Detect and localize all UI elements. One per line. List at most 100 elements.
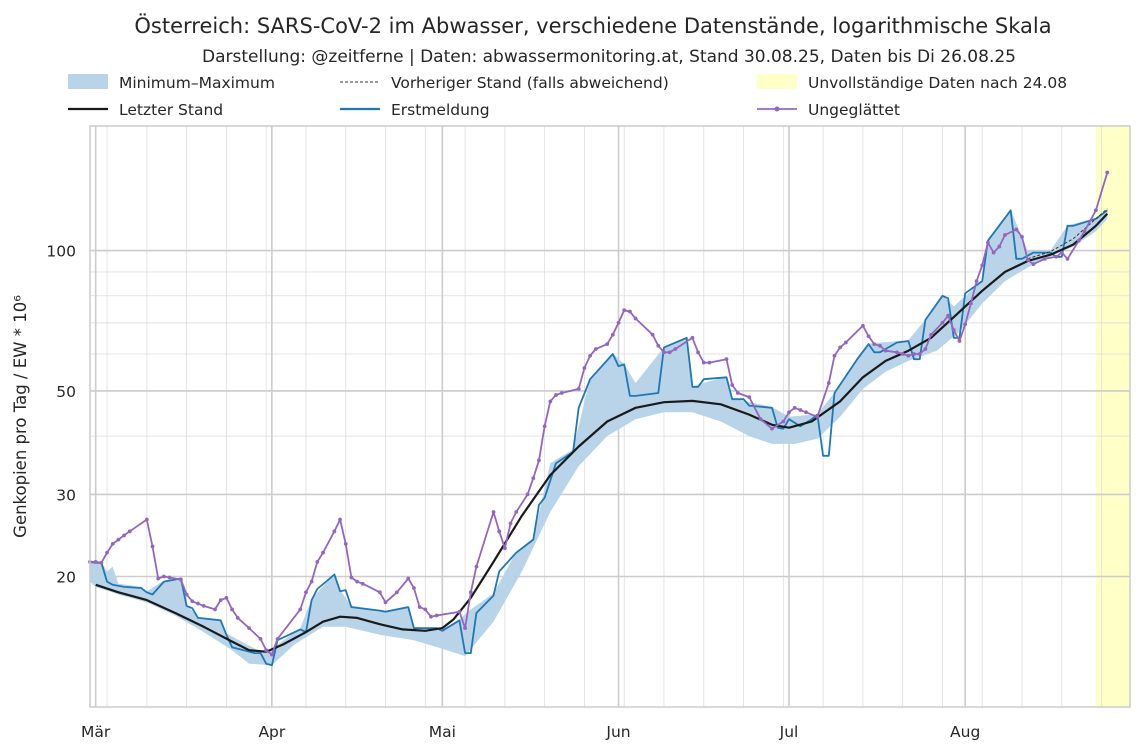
unsmoothed-point (412, 586, 416, 590)
unsmoothed-point (792, 405, 797, 410)
unsmoothed-point (866, 334, 871, 339)
unsmoothed-point (701, 360, 706, 365)
unsmoothed-point (275, 636, 280, 641)
unsmoothed-point (593, 347, 598, 351)
unsmoothed-point (309, 579, 314, 584)
unsmoothed-point (724, 357, 729, 362)
legend-item-first: Erstmeldung (340, 101, 490, 119)
unsmoothed-point (332, 529, 337, 534)
first-report-line (89, 209, 1108, 667)
unsmoothed-point (508, 521, 513, 526)
unsmoothed-point (656, 343, 661, 348)
unsmoothed-point (491, 510, 496, 514)
unsmoothed-point (116, 537, 121, 542)
unsmoothed-point (559, 391, 564, 395)
unsmoothed-point (1105, 170, 1110, 175)
legend-item-minmax: Minimum–Maximum (68, 74, 275, 92)
unsmoothed-point (900, 352, 905, 356)
unsmoothed-point (878, 343, 882, 348)
legend-label-previous: Vorheriger Stand (falls abweichend) (391, 74, 669, 92)
unsmoothed-point (650, 332, 655, 337)
unsmoothed-point (616, 320, 621, 325)
unsmoothed-point (895, 350, 899, 355)
unsmoothed-point (1054, 254, 1059, 259)
y-axis: 20 30 50 100 (46, 243, 76, 587)
unsmoothed-point (940, 320, 945, 325)
unsmoothed-point (156, 576, 161, 581)
plot-frame (89, 125, 1131, 708)
unsmoothed-point (190, 599, 195, 604)
unsmoothed-point (588, 353, 593, 358)
unsmoothed-point (815, 414, 820, 419)
unsmoothed-point (968, 301, 973, 306)
unsmoothed-point (826, 381, 831, 385)
unsmoothed-point (951, 328, 956, 333)
previous-state-line (1027, 208, 1108, 260)
unsmoothed-point (610, 332, 615, 337)
unsmoothed-point (1076, 238, 1081, 243)
legend-label-first: Erstmeldung (391, 101, 490, 119)
x-tick-label: Apr (258, 723, 285, 741)
unsmoothed-point (429, 614, 433, 619)
unsmoothed-point (787, 410, 791, 415)
unsmoothed-point (184, 592, 189, 597)
unsmoothed-point (224, 595, 229, 600)
unsmoothed-point (548, 399, 553, 404)
unsmoothed-point (463, 626, 467, 631)
unsmoothed-point (662, 350, 666, 355)
unsmoothed-point (355, 579, 360, 584)
unsmoothed-point (1020, 234, 1024, 239)
unsmoothed-point (105, 550, 109, 555)
unsmoothed-point (986, 240, 990, 245)
unsmoothed-point (804, 410, 808, 415)
unsmoothed-point (298, 607, 303, 612)
unsmoothed-point (838, 345, 843, 350)
y-tick-label: 30 (56, 486, 76, 504)
unsmoothed-point (1042, 256, 1047, 261)
plot-area (88, 125, 1131, 708)
unsmoothed-point (423, 607, 428, 612)
unsmoothed-point (883, 348, 888, 353)
unsmoothed-point (304, 590, 308, 595)
x-axis: Mär Apr Mai Jun Jul Aug (81, 723, 980, 741)
unsmoothed-point (929, 332, 933, 337)
unsmoothed-point (542, 424, 547, 429)
legend-label-latest: Letzter Stand (119, 101, 223, 119)
legend-label-minmax: Minimum–Maximum (119, 74, 275, 92)
legend-label-incomplete: Unvollständige Daten nach 24.08 (808, 74, 1067, 92)
unsmoothed-point (860, 323, 865, 328)
unsmoothed-point (417, 605, 422, 609)
unsmoothed-point (502, 546, 507, 551)
unsmoothed-point (457, 609, 462, 614)
unsmoothed-point (474, 564, 479, 569)
unsmoothed-point (605, 342, 610, 347)
unsmoothed-point (537, 458, 541, 463)
unsmoothed-point (627, 309, 632, 314)
unsmoothed-point (360, 581, 365, 586)
unsmoothed-point (468, 590, 473, 595)
legend: Minimum–Maximum Vorheriger Stand (falls a… (68, 74, 1067, 119)
unsmoothed-point (781, 419, 786, 424)
unsmoothed-point (338, 517, 342, 522)
unsmoothed-point (264, 648, 269, 653)
legend-item-raw: Ungeglättet (757, 101, 900, 119)
unsmoothed-point (667, 350, 672, 355)
unsmoothed-point (906, 353, 911, 358)
incomplete-data-span (1095, 126, 1130, 707)
unsmoothed-point (912, 352, 916, 356)
unsmoothed-point (770, 426, 774, 431)
unsmoothed-point (798, 408, 803, 412)
unsmoothed-point (110, 541, 115, 546)
unsmoothed-point (1094, 208, 1098, 213)
unsmoothed-point (633, 316, 638, 321)
unsmoothed-point (957, 339, 962, 343)
unsmoothed-point (144, 517, 149, 522)
unsmoothed-point (1082, 229, 1087, 234)
unsmoothed-point (1025, 258, 1030, 262)
unsmoothed-point (1059, 250, 1064, 255)
unsmoothed-point (434, 613, 439, 618)
unsmoothed-point (93, 559, 98, 564)
unsmoothed-point (179, 577, 183, 582)
y-tick-label: 20 (56, 569, 76, 587)
